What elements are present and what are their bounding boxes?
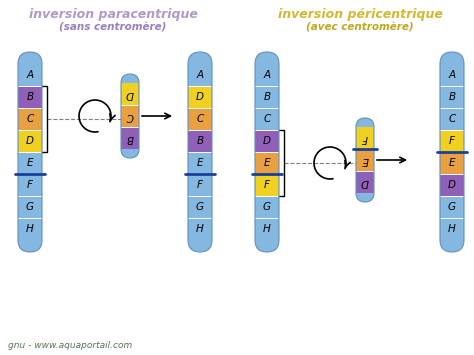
Text: C: C	[196, 114, 204, 124]
Text: F: F	[197, 180, 203, 190]
Text: F: F	[362, 133, 368, 143]
Text: E: E	[264, 158, 270, 168]
Bar	[18, 130, 42, 152]
Text: F: F	[449, 136, 455, 146]
Text: B: B	[196, 136, 203, 146]
Text: (avec centromère): (avec centromère)	[306, 22, 414, 32]
Text: H: H	[448, 224, 456, 234]
FancyBboxPatch shape	[121, 74, 139, 158]
Bar	[121, 83, 139, 105]
Bar	[121, 105, 139, 127]
Bar	[356, 127, 374, 149]
Text: G: G	[263, 202, 271, 212]
Text: E: E	[27, 158, 33, 168]
Bar	[188, 86, 212, 108]
Text: B: B	[264, 92, 271, 102]
Bar	[440, 174, 464, 196]
Text: A: A	[196, 70, 203, 80]
Text: H: H	[26, 224, 34, 234]
Text: C: C	[127, 111, 134, 121]
Text: G: G	[448, 202, 456, 212]
Text: C: C	[27, 114, 34, 124]
Text: F: F	[27, 180, 33, 190]
Text: G: G	[196, 202, 204, 212]
Bar	[255, 174, 279, 196]
Bar	[255, 130, 279, 152]
FancyBboxPatch shape	[356, 118, 374, 202]
Text: B: B	[448, 92, 456, 102]
Text: D: D	[126, 89, 134, 99]
Text: D: D	[263, 136, 271, 146]
Text: E: E	[449, 158, 455, 168]
Text: (sans centromère): (sans centromère)	[59, 22, 167, 32]
Text: E: E	[197, 158, 203, 168]
Text: A: A	[27, 70, 34, 80]
Text: G: G	[26, 202, 34, 212]
Text: D: D	[196, 92, 204, 102]
Bar	[188, 108, 212, 130]
Text: H: H	[263, 224, 271, 234]
Text: inversion péricentrique: inversion péricentrique	[278, 8, 442, 21]
Bar	[18, 108, 42, 130]
FancyBboxPatch shape	[255, 52, 279, 252]
Bar	[356, 171, 374, 193]
Bar	[18, 86, 42, 108]
Text: E: E	[362, 155, 368, 165]
Text: D: D	[26, 136, 34, 146]
Bar	[356, 149, 374, 171]
Text: B: B	[127, 133, 134, 143]
Text: H: H	[196, 224, 204, 234]
Text: A: A	[448, 70, 456, 80]
Bar	[188, 130, 212, 152]
FancyBboxPatch shape	[440, 52, 464, 252]
Bar	[255, 152, 279, 174]
FancyBboxPatch shape	[188, 52, 212, 252]
Bar	[121, 127, 139, 149]
Bar	[440, 130, 464, 152]
Text: A: A	[264, 70, 271, 80]
Bar	[440, 152, 464, 174]
Text: C: C	[264, 114, 271, 124]
Text: D: D	[448, 180, 456, 190]
Text: gnu - www.aquaportail.com: gnu - www.aquaportail.com	[8, 341, 132, 350]
Text: B: B	[27, 92, 34, 102]
Text: F: F	[264, 180, 270, 190]
Text: C: C	[448, 114, 456, 124]
Text: inversion paracentrique: inversion paracentrique	[28, 8, 198, 21]
FancyBboxPatch shape	[18, 52, 42, 252]
Text: D: D	[361, 177, 369, 187]
